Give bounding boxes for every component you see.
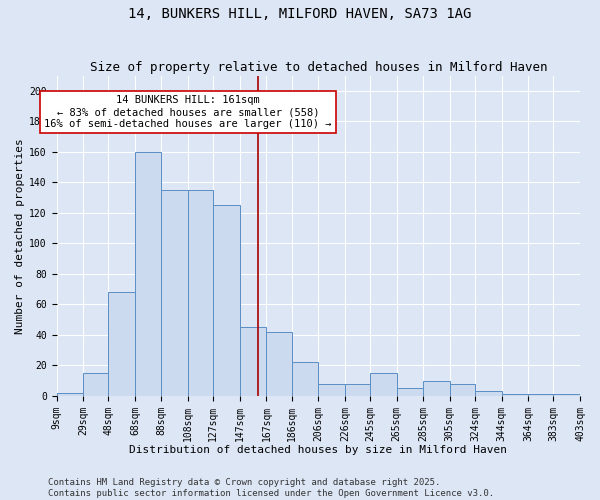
Bar (553, 394, 580, 396)
Bar (188, 190, 213, 396)
Bar (56, 393, 83, 396)
Bar (109, 292, 135, 396)
Y-axis label: Number of detached properties: Number of detached properties (15, 138, 25, 334)
Bar (135, 152, 161, 396)
X-axis label: Distribution of detached houses by size in Milford Haven: Distribution of detached houses by size … (129, 445, 507, 455)
Bar (345, 384, 370, 396)
Bar (450, 384, 475, 396)
Bar (161, 190, 188, 396)
Title: Size of property relative to detached houses in Milford Haven: Size of property relative to detached ho… (89, 62, 547, 74)
Bar (292, 362, 318, 396)
Bar (213, 206, 240, 396)
Bar (528, 394, 553, 396)
Bar (370, 373, 397, 396)
Text: 14, BUNKERS HILL, MILFORD HAVEN, SA73 1AG: 14, BUNKERS HILL, MILFORD HAVEN, SA73 1A… (128, 8, 472, 22)
Bar (83, 373, 109, 396)
Bar (423, 380, 450, 396)
Bar (475, 392, 502, 396)
Bar (318, 384, 345, 396)
Bar (502, 394, 528, 396)
Bar (266, 332, 292, 396)
Bar (240, 327, 266, 396)
Text: Contains HM Land Registry data © Crown copyright and database right 2025.
Contai: Contains HM Land Registry data © Crown c… (48, 478, 494, 498)
Bar (397, 388, 423, 396)
Text: 14 BUNKERS HILL: 161sqm
← 83% of detached houses are smaller (558)
16% of semi-d: 14 BUNKERS HILL: 161sqm ← 83% of detache… (44, 96, 332, 128)
